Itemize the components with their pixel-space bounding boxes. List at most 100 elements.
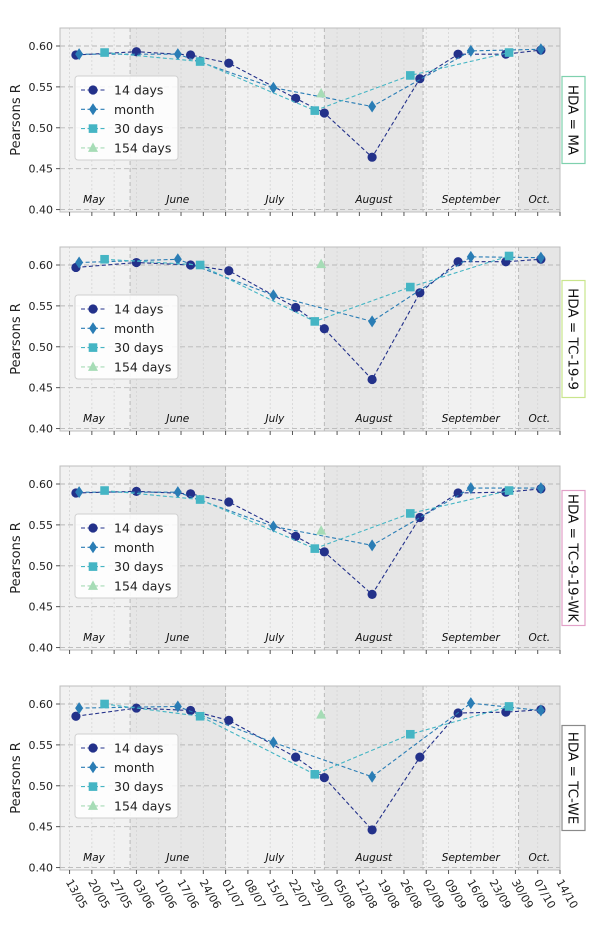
data-point-30-days xyxy=(406,282,415,292)
data-point-30-days xyxy=(310,317,320,326)
data-point-month xyxy=(173,253,182,266)
legend-marker-154-days xyxy=(88,142,98,152)
y-tick-label: 0.40 xyxy=(29,862,54,875)
legend-label-month: month xyxy=(114,540,155,555)
legend-label-154-days: 154 days xyxy=(114,140,171,155)
data-point-14-days xyxy=(415,512,425,523)
y-axis-label: Pearsons R xyxy=(9,742,24,814)
facet-label: HDA = MA xyxy=(565,85,581,156)
data-point-30-days xyxy=(406,71,415,80)
y-tick-label: 0.45 xyxy=(29,601,54,614)
data-point-14-days xyxy=(453,488,463,498)
y-axis-label: Pearsons R xyxy=(9,522,24,594)
legend-marker-30-days xyxy=(88,782,98,791)
month-label-september: September xyxy=(442,413,501,425)
facet-label-box xyxy=(561,279,586,399)
data-point-154-days xyxy=(316,525,327,535)
data-point-30-days xyxy=(310,544,320,553)
legend-marker-month xyxy=(89,322,97,335)
legend-marker-154-days xyxy=(88,580,98,590)
y-tick-label: 0.60 xyxy=(29,40,54,53)
data-point-14-days xyxy=(291,93,301,103)
data-point-30-days xyxy=(195,495,205,504)
legend-label-14-days: 14 days xyxy=(114,521,163,536)
month-label-may: May xyxy=(83,194,105,206)
data-point-month xyxy=(536,704,545,717)
facet-label-box xyxy=(561,724,586,832)
month-band-july xyxy=(225,247,325,431)
month-label-july: July xyxy=(264,632,286,644)
data-point-30-days xyxy=(195,57,205,66)
facet-label: HDA = TC-19-9 xyxy=(565,288,581,390)
month-label-june: June xyxy=(164,194,189,206)
month-label-july: July xyxy=(264,413,286,425)
legend-marker-month xyxy=(89,103,97,116)
month-label-june: June xyxy=(164,852,189,864)
month-band-july xyxy=(225,28,325,212)
month-label-june: June xyxy=(164,413,189,425)
month-label-oct: Oct. xyxy=(529,852,551,864)
data-point-30-days xyxy=(504,486,514,495)
y-axis-label: Pearsons R xyxy=(9,84,24,156)
legend-marker-14-days xyxy=(88,304,98,314)
data-point-14-days xyxy=(319,547,329,557)
facet-label-box xyxy=(561,75,586,165)
data-point-month xyxy=(269,81,278,94)
y-tick-label: 0.60 xyxy=(29,259,54,272)
data-point-month xyxy=(368,539,377,552)
legend-marker-30-days xyxy=(88,124,98,133)
legend-label-month: month xyxy=(114,102,155,117)
data-point-30-days xyxy=(310,770,320,779)
facet-label-box xyxy=(561,489,586,627)
data-point-14-days xyxy=(367,589,377,599)
data-point-14-days xyxy=(319,108,329,118)
data-point-month xyxy=(173,48,182,61)
month-band-oct xyxy=(518,686,560,870)
legend-marker-14-days xyxy=(88,85,98,95)
month-label-august: August xyxy=(354,632,393,644)
month-label-may: May xyxy=(83,852,105,864)
data-point-14-days xyxy=(185,489,196,499)
data-point-30-days xyxy=(406,729,415,739)
data-point-month xyxy=(173,700,182,713)
plot-frame xyxy=(59,246,561,432)
data-point-30-days xyxy=(100,254,109,264)
data-point-30-days xyxy=(195,260,205,270)
data-point-month xyxy=(75,256,84,269)
legend-label-14-days: 14 days xyxy=(114,302,163,317)
data-point-154-days xyxy=(316,258,327,269)
legend-box xyxy=(74,733,179,819)
data-point-month xyxy=(536,251,545,264)
legend-box xyxy=(74,513,179,599)
legend-box xyxy=(74,294,179,380)
data-point-14-days xyxy=(291,752,301,762)
month-label-july: July xyxy=(264,194,286,206)
data-point-14-days xyxy=(367,374,377,385)
y-tick-label: 0.60 xyxy=(29,478,54,491)
month-label-september: September xyxy=(442,632,501,644)
data-point-30-days xyxy=(504,48,514,57)
legend-label-30-days: 30 days xyxy=(114,779,163,794)
legend-box xyxy=(74,75,179,161)
month-band-july xyxy=(225,466,325,650)
legend-label-14-days: 14 days xyxy=(114,83,163,98)
data-point-month xyxy=(75,702,84,715)
data-point-14-days xyxy=(131,703,142,713)
y-tick-label: 0.45 xyxy=(29,821,54,834)
y-tick-label: 0.55 xyxy=(29,739,54,752)
month-label-august: August xyxy=(354,852,393,864)
data-point-14-days xyxy=(415,288,425,298)
legend-marker-154-days xyxy=(88,361,98,371)
data-point-14-days xyxy=(291,302,301,313)
legend-label-154-days: 154 days xyxy=(114,359,171,374)
data-point-month xyxy=(466,482,475,495)
plot-frame xyxy=(59,27,561,213)
data-point-14-days xyxy=(415,752,425,762)
data-point-30-days xyxy=(100,486,109,495)
data-point-14-days xyxy=(185,260,196,270)
facet-label: HDA = TC-WE xyxy=(565,732,581,825)
data-point-14-days xyxy=(319,324,329,334)
data-point-month xyxy=(466,697,475,710)
data-point-154-days xyxy=(316,87,327,98)
month-label-september: September xyxy=(442,852,501,864)
